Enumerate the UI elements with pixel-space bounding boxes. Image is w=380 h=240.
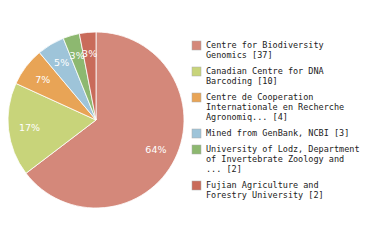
legend-swatch: [192, 93, 201, 102]
slice-label: 7%: [35, 74, 50, 85]
slice-label: 5%: [54, 57, 69, 68]
slice-labels: 64%17%7%5%3%3%: [19, 48, 167, 155]
legend-label: Fujian Agriculture andForestry Universit…: [206, 180, 324, 200]
legend-label: Mined from GenBank, NCBI [3]: [206, 128, 349, 138]
slice-label: 17%: [19, 122, 40, 133]
legend: Centre for BiodiversityGenomics [37] Cana…: [192, 40, 360, 200]
legend-label: Canadian Centre for DNABarcoding [10]: [206, 66, 324, 86]
legend-swatch: [192, 181, 201, 190]
slice-label: 64%: [145, 144, 166, 155]
legend-label: Centre de CooperationInternationale en R…: [206, 92, 344, 122]
legend-swatch: [192, 67, 201, 76]
legend-swatch: [192, 145, 201, 154]
chart: 64%17%7%5%3%3%Centre for BiodiversityGen…: [0, 0, 380, 240]
chart-container: 64%17%7%5%3%3%Centre for BiodiversityGen…: [0, 0, 380, 240]
legend-swatch: [192, 129, 201, 138]
slice-label: 3%: [82, 48, 97, 59]
legend-swatch: [192, 41, 201, 50]
slices: [8, 32, 184, 208]
legend-label: Centre for BiodiversityGenomics [37]: [206, 40, 324, 60]
pie-slice: [79, 32, 96, 120]
legend-label: University of Lodz, Departmentof Inverte…: [206, 144, 360, 174]
